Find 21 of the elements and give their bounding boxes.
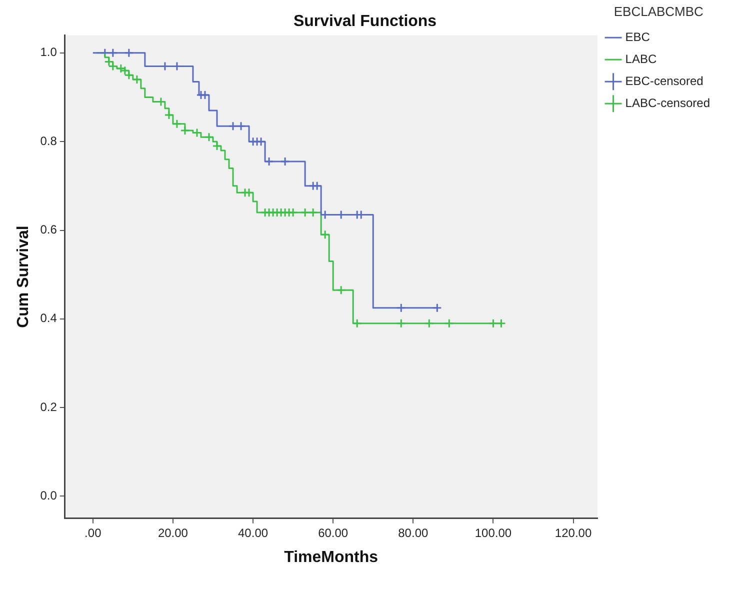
y-axis-title: Cum Survival: [15, 226, 32, 328]
x-tick-label: 20.00: [158, 526, 188, 540]
y-tick-label: 0.2: [40, 400, 58, 414]
x-tick-label: 100.00: [474, 526, 512, 540]
y-tick-label: 1.0: [40, 45, 58, 60]
legend-label: EBC: [625, 30, 650, 44]
legend-label: LABC-censored: [625, 96, 710, 110]
x-tick-label: .00: [84, 526, 102, 540]
x-tick-label: 80.00: [398, 526, 428, 540]
legend-label: LABC: [625, 52, 657, 66]
legend-label: EBC-censored: [625, 74, 704, 88]
x-tick-label: 120.00: [554, 526, 592, 540]
x-tick-label: 40.00: [238, 526, 268, 540]
x-axis-title: TimeMonths: [284, 548, 378, 566]
y-tick-label: 0.0: [40, 488, 58, 503]
x-tick-label: 60.00: [318, 526, 348, 540]
y-tick-label: 0.8: [40, 134, 58, 148]
y-tick-label: 0.6: [40, 222, 58, 237]
chart-title: Survival Functions: [293, 13, 437, 30]
y-tick-label: 0.4: [40, 311, 58, 326]
legend-title: EBCLABCMBC: [614, 4, 704, 20]
